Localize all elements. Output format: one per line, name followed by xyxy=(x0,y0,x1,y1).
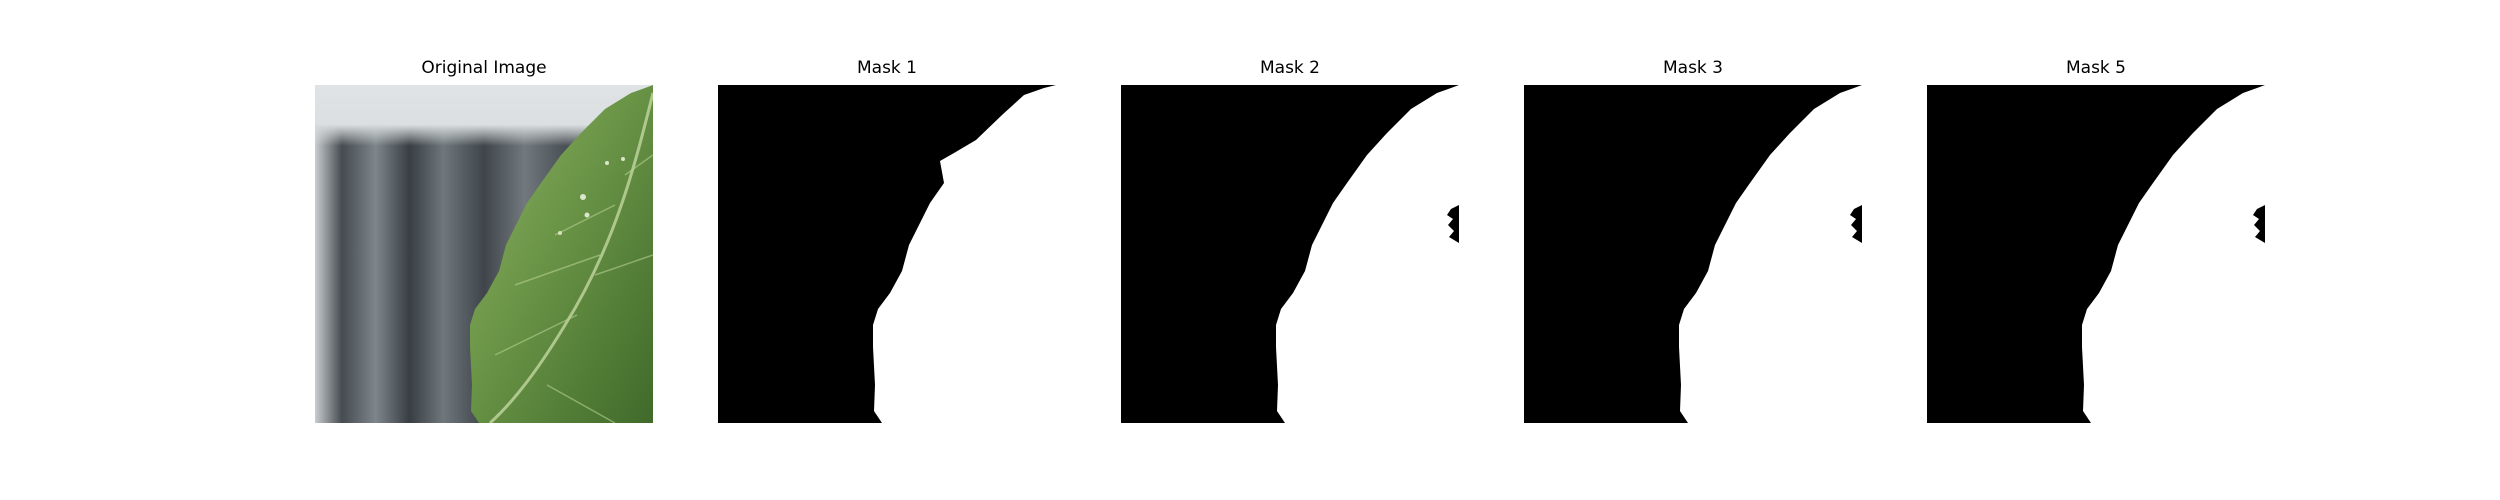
mask-3-image xyxy=(1524,85,1862,423)
mask-5-image xyxy=(1927,85,2265,423)
mask-2-image xyxy=(1121,85,1459,423)
panel-title: Mask 2 xyxy=(1259,58,1320,78)
panel-title: Mask 1 xyxy=(856,58,917,78)
panel-title: Mask 5 xyxy=(2065,58,2126,78)
panel-title: Mask 3 xyxy=(1662,58,1723,78)
mask-1-image xyxy=(718,85,1056,423)
panel-title: Original Image xyxy=(421,58,547,78)
original-photo xyxy=(315,85,653,423)
